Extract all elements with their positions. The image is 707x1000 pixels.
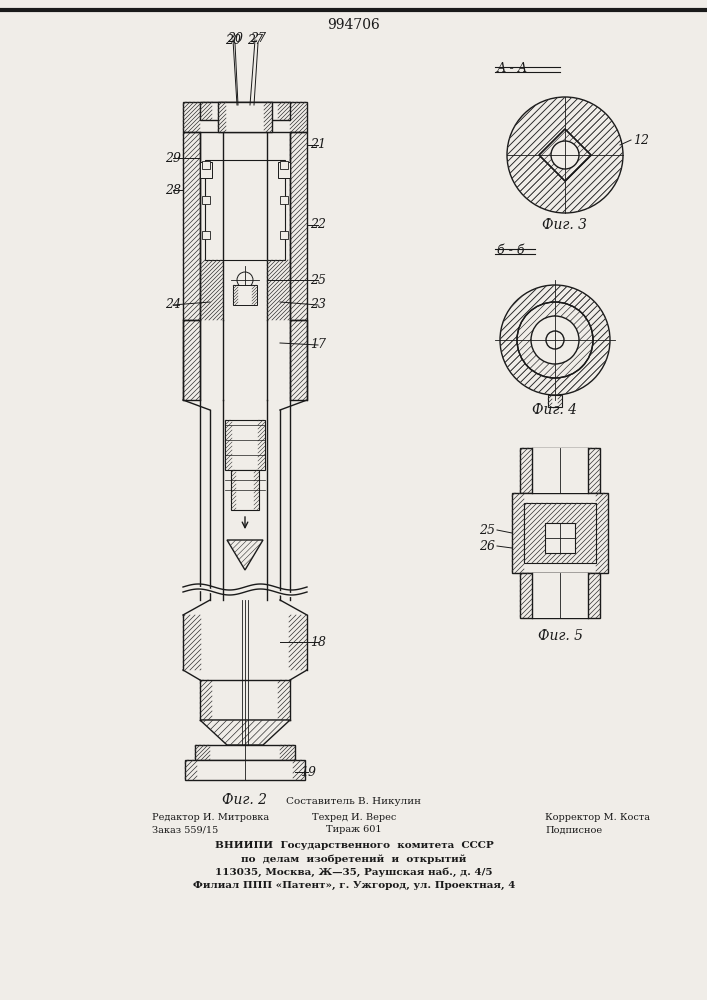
Text: Составитель В. Никулин: Составитель В. Никулин bbox=[286, 798, 421, 806]
Bar bbox=[280, 161, 288, 169]
Circle shape bbox=[500, 285, 610, 395]
Text: Фиг. 2: Фиг. 2 bbox=[223, 793, 267, 807]
Bar bbox=[202, 161, 210, 169]
Text: 20: 20 bbox=[227, 31, 243, 44]
Bar bbox=[233, 285, 257, 305]
Text: Тираж 601: Тираж 601 bbox=[326, 826, 382, 834]
Bar bbox=[205, 160, 285, 260]
Text: 27: 27 bbox=[247, 33, 263, 46]
Bar bbox=[520, 448, 600, 493]
Bar bbox=[202, 196, 210, 204]
Bar bbox=[185, 760, 305, 780]
Polygon shape bbox=[539, 129, 591, 181]
Bar bbox=[231, 470, 259, 510]
Text: 29: 29 bbox=[165, 151, 181, 164]
Bar bbox=[200, 102, 290, 120]
Text: Техред И. Верес: Техред И. Верес bbox=[312, 812, 396, 822]
Text: 20: 20 bbox=[225, 33, 241, 46]
Text: Фиг. 3: Фиг. 3 bbox=[542, 218, 588, 232]
Text: Заказ 559/15: Заказ 559/15 bbox=[152, 826, 218, 834]
Bar bbox=[183, 320, 200, 400]
Text: 113035, Москва, Ж—35, Раушская наб., д. 4/5: 113035, Москва, Ж—35, Раушская наб., д. … bbox=[215, 867, 493, 877]
Circle shape bbox=[507, 97, 623, 213]
Text: Фиг. 4: Фиг. 4 bbox=[532, 403, 578, 417]
Text: А - А: А - А bbox=[497, 62, 528, 75]
Text: 994706: 994706 bbox=[327, 18, 380, 32]
Text: б - б: б - б bbox=[497, 243, 525, 256]
Bar bbox=[200, 162, 212, 178]
Text: 18: 18 bbox=[310, 636, 326, 648]
Circle shape bbox=[517, 302, 593, 378]
Text: по  делам  изобретений  и  открытий: по делам изобретений и открытий bbox=[241, 854, 467, 864]
Bar bbox=[218, 102, 272, 132]
Circle shape bbox=[546, 331, 564, 349]
Bar bbox=[520, 573, 600, 618]
Polygon shape bbox=[227, 540, 263, 570]
Text: 22: 22 bbox=[310, 219, 326, 232]
Polygon shape bbox=[200, 720, 290, 745]
Bar bbox=[290, 320, 307, 400]
Bar bbox=[280, 231, 288, 239]
Text: 12: 12 bbox=[633, 133, 649, 146]
Text: 24: 24 bbox=[165, 298, 181, 312]
Bar bbox=[183, 102, 307, 132]
Circle shape bbox=[237, 272, 253, 288]
Bar bbox=[548, 395, 562, 407]
Text: 19: 19 bbox=[300, 766, 316, 778]
Bar bbox=[202, 231, 210, 239]
Text: 23: 23 bbox=[310, 298, 326, 312]
Circle shape bbox=[531, 316, 579, 364]
Text: Подписное: Подписное bbox=[545, 826, 602, 834]
Text: 17: 17 bbox=[310, 338, 326, 352]
Bar bbox=[195, 745, 295, 760]
Text: 25: 25 bbox=[310, 273, 326, 286]
Text: 21: 21 bbox=[310, 138, 326, 151]
Bar bbox=[532, 573, 588, 618]
Bar bbox=[278, 162, 290, 178]
Circle shape bbox=[551, 141, 579, 169]
Text: Филиал ППП «Патент», г. Ужгород, ул. Проектная, 4: Филиал ППП «Патент», г. Ужгород, ул. Про… bbox=[193, 880, 515, 890]
Text: 27: 27 bbox=[250, 31, 266, 44]
Bar bbox=[280, 196, 288, 204]
Text: ВНИИПИ  Государственного  комитета  СССР: ВНИИПИ Государственного комитета СССР bbox=[215, 842, 493, 850]
Text: 28: 28 bbox=[165, 184, 181, 196]
Text: 25: 25 bbox=[479, 524, 495, 536]
Bar bbox=[512, 493, 608, 573]
Text: Корректор М. Коста: Корректор М. Коста bbox=[545, 812, 650, 822]
Bar bbox=[225, 420, 265, 470]
Bar bbox=[524, 503, 596, 563]
Bar bbox=[183, 132, 200, 320]
Bar bbox=[290, 132, 307, 320]
Bar bbox=[532, 448, 588, 493]
Text: Редактор И. Митровка: Редактор И. Митровка bbox=[152, 812, 269, 822]
Bar bbox=[545, 523, 575, 553]
Text: Фиг. 5: Фиг. 5 bbox=[537, 629, 583, 643]
Text: 26: 26 bbox=[479, 540, 495, 552]
